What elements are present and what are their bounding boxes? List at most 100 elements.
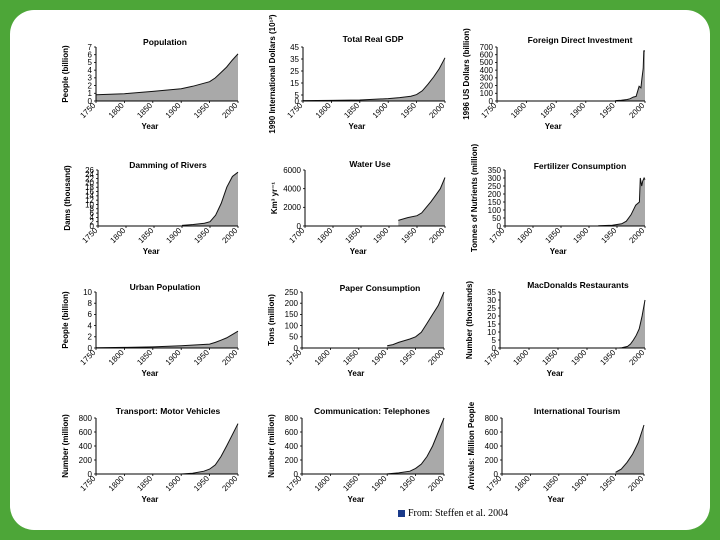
x-tick-label: 1750 — [78, 348, 97, 367]
y-tick-label: 0 — [489, 97, 494, 106]
y-tick-label: 15 — [290, 79, 299, 88]
y-tick-label: 50 — [492, 214, 501, 223]
x-tick-label: 1800 — [314, 101, 333, 120]
y-tick-label: 0 — [497, 222, 502, 231]
y-axis-label: Km³ yr⁻¹ — [270, 182, 279, 215]
x-tick-label: 1850 — [342, 101, 361, 120]
x-tick-label: 1950 — [398, 348, 417, 367]
y-tick-label: 4 — [88, 321, 93, 330]
chart-2: Total Real GDP 05 15 25 35 45 1750 1800 1850 1900… — [268, 14, 447, 133]
x-tick-label: 1750 — [285, 101, 304, 120]
x-tick-label: 1950 — [192, 101, 211, 120]
x-tick-label: 1800 — [515, 226, 534, 245]
x-tick-label: 1850 — [541, 474, 560, 493]
y-axis-label: Arrivals: Million People — [467, 401, 476, 490]
y-axis-label: 1990 International Dollars (10¹²) — [268, 14, 277, 133]
y-tick-label: 4000 — [283, 184, 301, 193]
y-tick-label: 600 — [485, 428, 499, 437]
x-tick-label: 1950 — [598, 348, 617, 367]
y-tick-label: 200 — [79, 456, 93, 465]
x-tick-label: 2000 — [220, 101, 239, 120]
chart-title: Transport: Motor Vehicles — [116, 406, 221, 416]
x-tick-label: 1850 — [135, 101, 154, 120]
x-tick-label: 1750 — [284, 474, 303, 493]
series-line — [615, 50, 645, 102]
x-tick-label: 1850 — [135, 348, 154, 367]
x-tick-label: 2000 — [427, 226, 446, 245]
y-tick-label: 25 — [290, 67, 299, 76]
y-tick-label: 250 — [285, 288, 299, 297]
area-series — [598, 178, 645, 226]
y-tick-label: 400 — [285, 442, 299, 451]
y-tick-label: 8 — [90, 205, 95, 214]
y-tick-label: 200 — [480, 81, 494, 90]
x-tick-label: 1900 — [569, 348, 588, 367]
x-tick-label: 2000 — [220, 348, 239, 367]
y-tick-label: 0 — [88, 97, 93, 106]
y-tick-label: 350 — [488, 166, 502, 175]
y-tick-label: 30 — [487, 296, 496, 305]
y-tick-label: 24 — [85, 170, 94, 179]
x-tick-label: 1800 — [108, 226, 127, 245]
x-tick-label: 1750 — [482, 348, 501, 367]
y-tick-label: 15 — [487, 320, 496, 329]
x-tick-label: 2000 — [426, 474, 445, 493]
y-tick-label: 200 — [285, 456, 299, 465]
chart-11: Communication: Telephones 0 200 400 600 800 17… — [267, 406, 446, 504]
x-tick-label: 1850 — [543, 226, 562, 245]
x-tick-label: 1800 — [509, 101, 528, 120]
x-tick-label: 1850 — [341, 348, 360, 367]
x-tick-label: 1800 — [107, 348, 126, 367]
chart-title: Paper Consumption — [340, 283, 421, 293]
y-tick-label: 700 — [480, 43, 494, 52]
x-tick-label: 2000 — [626, 474, 645, 493]
area-series — [182, 172, 238, 226]
x-tick-label: 1750 — [284, 348, 303, 367]
y-tick-label: 0 — [297, 222, 302, 231]
x-axis-label: Year — [348, 369, 365, 378]
x-tick-label: 1950 — [598, 474, 617, 493]
x-tick-label: 1950 — [192, 474, 211, 493]
chart-title: Fertilizer Consumption — [534, 161, 627, 171]
y-tick-label: 12 — [85, 196, 94, 205]
y-tick-label: 250 — [488, 182, 502, 191]
chart-7: Urban Population 0 2 4 6 8 10 1750 1800 1850 1900 1… — [61, 282, 240, 378]
y-tick-label: 10 — [85, 200, 94, 209]
y-tick-label: 400 — [485, 442, 499, 451]
x-axis-label: Year — [548, 495, 565, 504]
y-tick-label: 800 — [79, 414, 93, 423]
x-axis-label: Year — [350, 247, 367, 256]
x-tick-label: 1750 — [484, 474, 503, 493]
x-tick-label: 1850 — [343, 226, 362, 245]
y-tick-label: 300 — [480, 74, 494, 83]
y-tick-label: 8 — [88, 299, 93, 308]
y-tick-label: 600 — [79, 428, 93, 437]
area-series — [615, 50, 645, 101]
chart-12: International Tourism 0 200 400 600 800 1750 18… — [467, 401, 646, 504]
series-line — [398, 177, 446, 221]
y-tick-label: 600 — [480, 51, 494, 60]
chart-6: Fertilizer Consumption 050100150200250300… — [470, 144, 647, 256]
x-tick-label: 1900 — [568, 101, 587, 120]
x-tick-label: 1700 — [287, 226, 306, 245]
chart-title: Water Use — [349, 159, 391, 169]
series-line — [181, 423, 239, 475]
x-axis-label: Year — [349, 122, 366, 131]
x-tick-label: 1900 — [370, 348, 389, 367]
y-axis-label: Tonnes of Nutrients (million) — [470, 144, 479, 253]
x-tick-label: 1900 — [571, 226, 590, 245]
y-tick-label: 400 — [480, 66, 494, 75]
y-tick-label: 800 — [485, 414, 499, 423]
x-tick-label: 1800 — [511, 348, 530, 367]
chart-title: Foreign Direct Investment — [528, 35, 633, 45]
area-series — [618, 300, 645, 348]
y-tick-label: 0 — [492, 344, 497, 353]
y-tick-label: 800 — [285, 414, 299, 423]
area-series — [615, 425, 644, 474]
y-tick-label: 45 — [290, 43, 299, 52]
y-tick-label: 5 — [295, 91, 300, 100]
x-tick-label: 2000 — [427, 101, 446, 120]
y-tick-label: 50 — [289, 333, 298, 342]
